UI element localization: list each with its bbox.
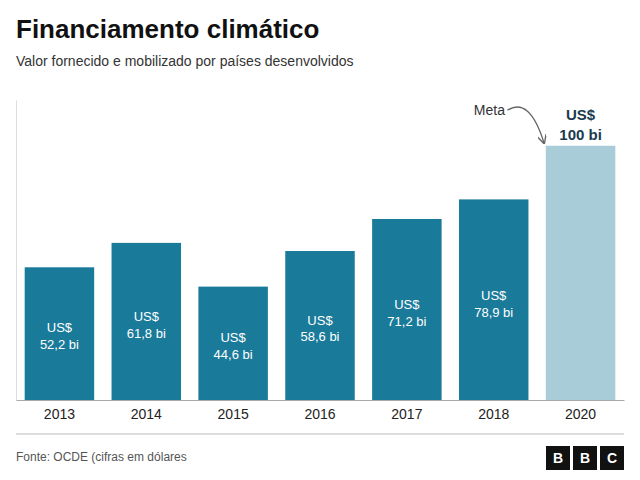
logo-letter: C <box>607 450 617 466</box>
bar <box>112 243 181 400</box>
y-axis-line <box>16 101 17 401</box>
annotation: Meta <box>474 102 505 118</box>
source: Fonte: OCDE (cifras em dólares <box>16 450 187 464</box>
logo: BBC <box>546 446 624 470</box>
x-tick-label: 2016 <box>304 406 335 422</box>
logo-letter: B <box>553 450 563 466</box>
data-label: US$71,2 bi <box>387 297 426 329</box>
x-tick: 2018 <box>478 400 509 422</box>
x-tick-label: 2020 <box>565 406 596 422</box>
bar <box>546 146 615 400</box>
bar <box>285 251 354 400</box>
chart: Financiamento climático Valor fornecido e… <box>0 0 640 480</box>
logo-letter: B <box>580 450 590 466</box>
x-tick: 2013 <box>44 400 75 422</box>
x-tick-label: 2018 <box>478 406 509 422</box>
x-tick-label: 2013 <box>44 406 75 422</box>
logo-box <box>573 446 597 470</box>
x-tick-label: 2015 <box>218 406 249 422</box>
bar <box>25 267 94 400</box>
annotation-arrow <box>507 107 544 143</box>
x-tick: 2015 <box>218 400 249 422</box>
data-label: US$58,6 bi <box>300 313 339 345</box>
subtitle: Valor fornecido e mobilizado por países … <box>16 53 354 69</box>
logo-box <box>600 446 624 470</box>
title: Financiamento climático <box>16 14 319 44</box>
x-axis-line <box>17 400 625 401</box>
x-tick: 2020 <box>565 400 596 422</box>
data-label: US$78,9 bi <box>474 288 513 320</box>
x-tick: 2017 <box>391 400 422 422</box>
data-labels: US$52,2 bi US$61,8 bi US$44,6 bi US$58,6 bi… <box>40 106 602 361</box>
annotations: Meta <box>474 102 544 143</box>
data-label: US$61,8 bi <box>127 309 166 341</box>
footer-line <box>16 434 624 435</box>
x-tick: 2016 <box>304 400 335 422</box>
x-tick-label: 2014 <box>131 406 162 422</box>
data-label: US$100 bi <box>559 106 602 143</box>
data-label: US$44,6 bi <box>214 330 253 362</box>
x-tick-label: 2017 <box>391 406 422 422</box>
bars <box>25 146 616 400</box>
bar <box>459 199 528 400</box>
bar <box>198 287 267 400</box>
bar <box>372 219 441 400</box>
x-axis: 2013 2014 2015 2016 2017 2018 2020 <box>17 400 625 422</box>
data-label: US$52,2 bi <box>40 320 79 352</box>
y-axis <box>16 101 17 401</box>
logo-box <box>546 446 570 470</box>
x-tick: 2014 <box>131 400 162 422</box>
